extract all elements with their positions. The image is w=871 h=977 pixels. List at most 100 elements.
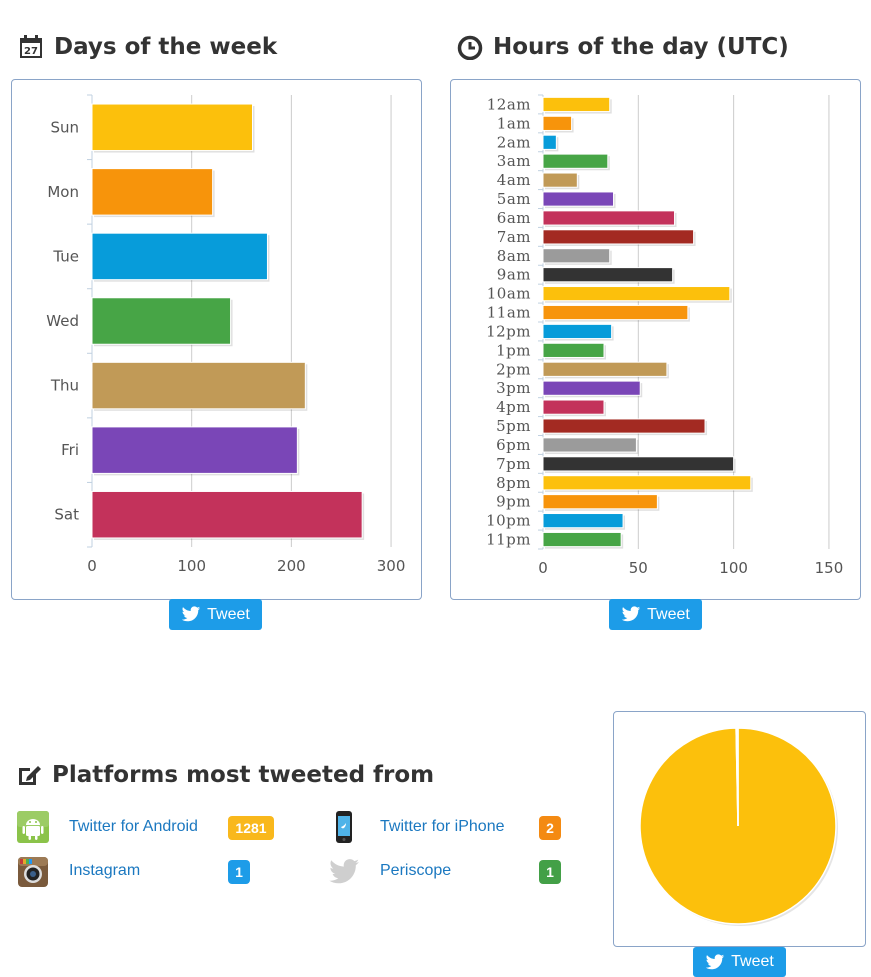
bar-sun bbox=[91, 103, 253, 152]
category-label-sun: Sun bbox=[50, 118, 79, 136]
category-label-6am: 6am bbox=[497, 209, 531, 227]
category-label-6pm: 6pm bbox=[496, 436, 531, 454]
category-label-10am: 10am bbox=[487, 285, 531, 303]
x-tick-label: 50 bbox=[629, 559, 648, 577]
category-label-2am: 2am bbox=[497, 133, 531, 151]
category-label-mon: Mon bbox=[47, 183, 79, 201]
category-label-5am: 5am bbox=[497, 190, 531, 208]
bar-7am bbox=[542, 229, 695, 245]
days-bar-chart: Sun Mon Tue Wed Thu Fri Sat 0 100 200 300 bbox=[46, 94, 406, 575]
bar-1pm bbox=[542, 342, 605, 358]
bar-3pm bbox=[542, 380, 641, 396]
bar-4pm bbox=[542, 399, 605, 415]
category-label-tue: Tue bbox=[52, 247, 79, 265]
category-label-7pm: 7pm bbox=[496, 455, 531, 473]
category-label-11pm: 11pm bbox=[486, 531, 531, 549]
bar-9pm bbox=[542, 494, 658, 510]
twitter-bird-icon bbox=[705, 953, 725, 969]
category-label-thu: Thu bbox=[50, 377, 79, 395]
category-label-10pm: 10pm bbox=[486, 512, 531, 530]
periscope-bird-icon bbox=[329, 859, 359, 884]
bar-12am bbox=[542, 96, 611, 113]
hours-chart-panel: 12am 1am 2am 3am 4am 5am 6am 7am 8am 9am 10am 11am 1… bbox=[450, 79, 861, 600]
hours-tweet-label: Tweet bbox=[647, 605, 690, 623]
bar-5pm bbox=[542, 418, 706, 434]
platform-name-periscope[interactable]: Periscope bbox=[380, 862, 452, 879]
category-label-12am: 12am bbox=[487, 95, 531, 113]
hours-bar-chart: 12am1am2am3am4am5am6am7am8am9am10am11am1… bbox=[486, 94, 843, 577]
bar-fri bbox=[91, 426, 298, 474]
category-label-9pm: 9pm bbox=[496, 493, 531, 511]
bar-2am bbox=[542, 134, 557, 150]
platforms-title: Platforms most tweeted from bbox=[16, 762, 434, 788]
days-tweet-button[interactable]: Tweet bbox=[169, 599, 262, 630]
platform-count-android: 1281 bbox=[228, 816, 274, 840]
category-label-7am: 7am bbox=[497, 228, 531, 246]
x-tick-label: 0 bbox=[87, 557, 97, 575]
platform-name-android[interactable]: Twitter for Android bbox=[69, 818, 198, 835]
bar-2pm bbox=[542, 361, 668, 377]
bar-5am bbox=[542, 191, 615, 207]
edit-icon bbox=[19, 766, 41, 785]
category-label-1pm: 1pm bbox=[496, 341, 531, 359]
category-label-9am: 9am bbox=[497, 266, 531, 284]
hours-tweet-button[interactable]: Tweet bbox=[609, 599, 702, 630]
twitter-bird-icon bbox=[181, 606, 201, 622]
bar-12pm bbox=[542, 323, 613, 340]
bar-11am bbox=[542, 304, 689, 321]
category-label-fri: Fri bbox=[61, 441, 79, 459]
bar-1am bbox=[542, 115, 573, 131]
bar-8am bbox=[542, 248, 611, 264]
x-tick-label: 300 bbox=[377, 557, 406, 575]
platform-count-iphone: 2 bbox=[539, 816, 561, 840]
days-title: 27 Days of the week bbox=[18, 34, 277, 60]
category-label-5pm: 5pm bbox=[496, 417, 531, 435]
bar-thu bbox=[91, 361, 306, 410]
hours-title: Hours of the day (UTC) bbox=[457, 34, 789, 60]
platforms-title-text: Platforms most tweeted from bbox=[52, 762, 435, 788]
category-label-sat: Sat bbox=[54, 506, 79, 524]
days-title-text: Days of the week bbox=[54, 34, 278, 60]
bar-8pm bbox=[542, 475, 752, 491]
category-label-4am: 4am bbox=[497, 171, 531, 189]
bar-9am bbox=[542, 267, 674, 283]
platform-count-instagram: 1 bbox=[228, 860, 250, 884]
days-tweet-label: Tweet bbox=[207, 605, 250, 623]
category-label-3pm: 3pm bbox=[496, 379, 531, 397]
bar-10am bbox=[542, 286, 731, 302]
clock-icon bbox=[457, 35, 483, 60]
bar-mon bbox=[91, 168, 214, 216]
android-icon bbox=[17, 811, 49, 843]
calendar-icon: 27 bbox=[20, 35, 42, 58]
platforms-tweet-label: Tweet bbox=[731, 953, 774, 970]
bar-6am bbox=[542, 210, 676, 226]
twitter-bird-icon bbox=[621, 606, 641, 622]
instagram-icon bbox=[18, 857, 48, 887]
category-label-4pm: 4pm bbox=[496, 398, 531, 416]
bar-7pm bbox=[542, 456, 735, 472]
category-label-12pm: 12pm bbox=[486, 322, 531, 340]
platform-name-iphone[interactable]: Twitter for iPhone bbox=[380, 818, 505, 835]
platforms-pie-chart bbox=[639, 727, 838, 926]
bar-4am bbox=[542, 172, 578, 188]
category-label-wed: Wed bbox=[46, 312, 79, 330]
bar-3am bbox=[542, 153, 609, 169]
bar-sat bbox=[91, 490, 363, 539]
platforms-pie-panel bbox=[613, 711, 866, 947]
category-label-8pm: 8pm bbox=[496, 474, 531, 492]
platform-name-instagram[interactable]: Instagram bbox=[69, 862, 141, 879]
bar-10pm bbox=[542, 513, 624, 529]
x-tick-label: 200 bbox=[277, 557, 306, 575]
category-label-8am: 8am bbox=[497, 247, 531, 265]
x-tick-label: 0 bbox=[538, 559, 548, 577]
svg-text:27: 27 bbox=[24, 46, 38, 57]
days-chart-panel: Sun Mon Tue Wed Thu Fri Sat 0 100 200 300 bbox=[11, 79, 422, 600]
platforms-tweet-button[interactable]: Tweet bbox=[693, 947, 786, 977]
category-label-2pm: 2pm bbox=[496, 360, 531, 378]
category-label-3am: 3am bbox=[497, 152, 531, 170]
bar-6pm bbox=[542, 437, 637, 453]
x-tick-label: 100 bbox=[177, 557, 206, 575]
bar-tue bbox=[91, 232, 268, 281]
iphone-icon bbox=[336, 811, 352, 843]
category-label-1am: 1am bbox=[497, 114, 531, 132]
